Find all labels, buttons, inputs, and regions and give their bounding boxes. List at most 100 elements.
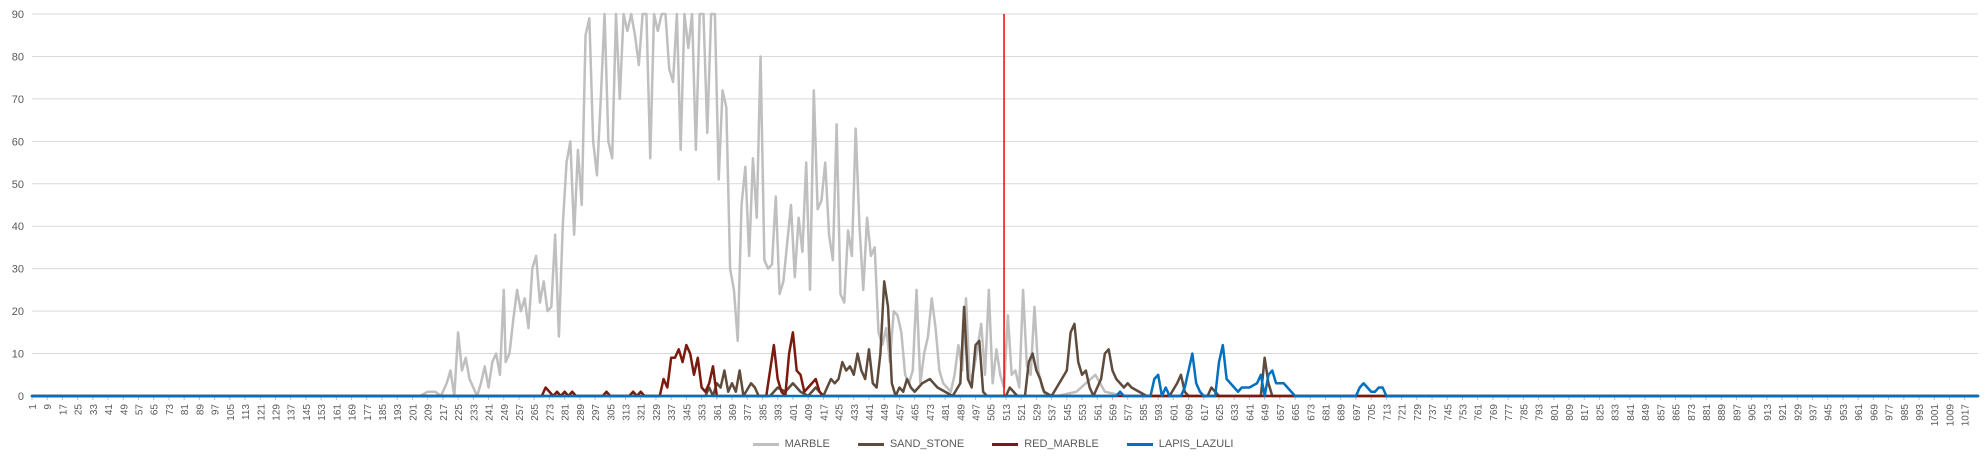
x-tick-label: 817 — [1580, 404, 1591, 421]
x-tick-label: 665 — [1291, 404, 1302, 421]
x-tick-label: 969 — [1869, 404, 1880, 421]
x-tick-label: 785 — [1519, 404, 1530, 421]
x-tick-label: 353 — [698, 404, 709, 421]
x-tick-label: 745 — [1443, 404, 1454, 421]
x-tick-label: 689 — [1337, 404, 1348, 421]
x-tick-label: 257 — [515, 404, 526, 421]
series-lines — [30, 12, 1980, 398]
x-tick-label: 401 — [789, 404, 800, 421]
x-tick-label: 641 — [1245, 404, 1256, 421]
legend-item: MARBLE — [752, 438, 830, 450]
y-tick-label: 20 — [12, 306, 24, 318]
x-tick-label: 145 — [302, 404, 313, 421]
legend-swatch — [1126, 442, 1153, 446]
x-tick-label: 265 — [530, 404, 541, 421]
x-tick-label: 249 — [500, 404, 511, 421]
x-tick-label: 633 — [1230, 404, 1241, 421]
x-tick-label: 721 — [1398, 404, 1409, 421]
legend-item: SAND_STONE — [857, 438, 965, 450]
x-tick-label: 977 — [1885, 404, 1896, 421]
x-tick-label: 361 — [713, 404, 724, 421]
y-tick-label: 40 — [12, 221, 24, 233]
legend-label: SAND_STONE — [889, 438, 965, 450]
x-tick-label: 241 — [485, 404, 496, 421]
x-tick-label: 25 — [74, 404, 85, 416]
x-tick-label: 129 — [271, 404, 282, 421]
x-tick-label: 465 — [911, 404, 922, 421]
x-tick-label: 289 — [576, 404, 587, 421]
x-tick-label: 273 — [545, 404, 556, 421]
x-tick-label: 393 — [774, 404, 785, 421]
x-tick-label: 585 — [1139, 404, 1150, 421]
x-tick-label: 601 — [1169, 404, 1180, 421]
x-tick-label: 841 — [1626, 404, 1637, 421]
x-tick-label: 553 — [1078, 404, 1089, 421]
legend-label: RED_MARBLE — [1024, 438, 1099, 450]
x-tick-label: 201 — [408, 404, 419, 421]
x-tick-label: 193 — [393, 404, 404, 421]
x-tick-label: 9 — [43, 404, 54, 410]
x-tick-label: 313 — [622, 404, 633, 421]
x-tick-label: 73 — [165, 404, 176, 416]
x-tick-label: 329 — [652, 404, 663, 421]
x-tick-label: 713 — [1382, 404, 1393, 421]
x-tick-label: 849 — [1641, 404, 1652, 421]
x-tick-label: 873 — [1687, 404, 1698, 421]
x-tick-label: 777 — [1504, 404, 1515, 421]
x-tick-label: 705 — [1367, 404, 1378, 421]
x-tick-label: 473 — [926, 404, 937, 421]
x-tick-label: 489 — [956, 404, 967, 421]
x-tick-label: 681 — [1322, 404, 1333, 421]
legend-swatch — [992, 442, 1019, 446]
x-axis: 1 9 17 25 33 41 49 57 65 73 81 89 97 105 113 121 129 137 1… — [28, 395, 1978, 427]
x-tick-label: 881 — [1702, 404, 1713, 421]
x-tick-label: 857 — [1656, 404, 1667, 421]
x-tick-label: 801 — [1550, 404, 1561, 421]
x-tick-label: 545 — [1063, 404, 1074, 421]
x-tick-label: 953 — [1839, 404, 1850, 421]
legend-label: LAPIS_LAZULI — [1158, 438, 1234, 450]
x-tick-label: 217 — [439, 404, 450, 421]
y-tick-label: 90 — [12, 9, 24, 21]
x-tick-label: 1 — [28, 404, 39, 410]
x-tick-label: 113 — [241, 404, 252, 420]
x-tick-label: 233 — [469, 404, 480, 421]
x-tick-label: 89 — [195, 404, 206, 416]
y-axis: 0 10 20 30 40 50 60 70 80 90 — [12, 9, 24, 403]
x-tick-label: 177 — [363, 404, 374, 421]
x-tick-label: 753 — [1458, 404, 1469, 421]
x-tick-label: 737 — [1428, 404, 1439, 421]
x-tick-label: 185 — [378, 404, 389, 421]
x-tick-label: 385 — [758, 404, 769, 421]
x-tick-label: 913 — [1763, 404, 1774, 421]
legend-item: LAPIS_LAZULI — [1126, 438, 1234, 450]
x-tick-label: 81 — [180, 404, 191, 416]
x-tick-label: 761 — [1474, 404, 1485, 421]
x-tick-label: 417 — [819, 404, 830, 421]
x-tick-label: 673 — [1306, 404, 1317, 421]
y-tick-label: 50 — [12, 179, 24, 191]
x-tick-label: 305 — [606, 404, 617, 421]
legend-swatch — [752, 442, 779, 446]
x-tick-label: 377 — [743, 404, 754, 421]
x-tick-label: 513 — [1002, 404, 1013, 421]
x-tick-label: 921 — [1778, 404, 1789, 421]
series-line-lapis-lazuli — [30, 343, 1980, 398]
x-tick-label: 625 — [1215, 404, 1226, 421]
x-tick-label: 617 — [1200, 404, 1211, 421]
y-tick-label: 0 — [18, 391, 24, 403]
x-tick-label: 889 — [1717, 404, 1728, 421]
y-tick-label: 60 — [12, 136, 24, 148]
x-tick-label: 937 — [1809, 404, 1820, 421]
x-tick-label: 1017 — [1961, 404, 1972, 427]
x-tick-label: 561 — [1093, 404, 1104, 421]
x-tick-label: 505 — [987, 404, 998, 421]
x-tick-label: 809 — [1565, 404, 1576, 421]
x-tick-label: 321 — [637, 404, 648, 421]
x-tick-label: 961 — [1854, 404, 1865, 421]
x-tick-label: 49 — [119, 404, 130, 416]
x-tick-label: 409 — [804, 404, 815, 421]
x-tick-label: 209 — [424, 404, 435, 421]
x-tick-label: 985 — [1900, 404, 1911, 421]
